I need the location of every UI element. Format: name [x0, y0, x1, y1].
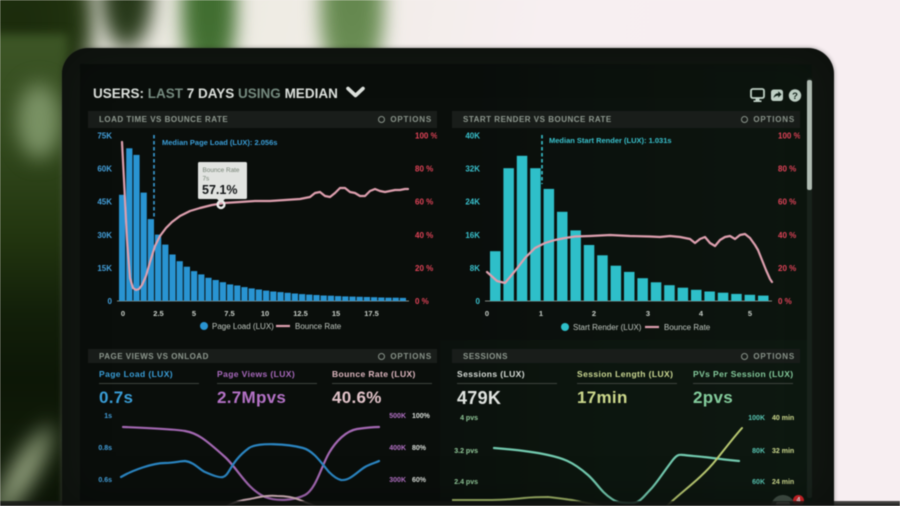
svg-text:24K: 24K	[465, 198, 480, 207]
svg-text:2.5: 2.5	[153, 309, 163, 318]
svg-text:0 %: 0 %	[415, 297, 429, 306]
svg-text:80K: 80K	[752, 448, 765, 455]
svg-text:Bounce Rate: Bounce Rate	[295, 322, 342, 331]
svg-text:40 %: 40 %	[415, 231, 433, 240]
svg-text:5: 5	[192, 309, 196, 318]
svg-text:0: 0	[476, 297, 481, 306]
svg-text:300K: 300K	[389, 477, 406, 484]
svg-text:60K: 60K	[752, 479, 765, 486]
svg-text:30K: 30K	[97, 231, 112, 240]
svg-text:60 %: 60 %	[778, 198, 796, 207]
svg-text:57.1%: 57.1%	[202, 183, 237, 197]
svg-text:5: 5	[748, 309, 752, 318]
svg-text:24 min: 24 min	[772, 479, 794, 486]
svg-text:8K: 8K	[470, 264, 480, 273]
svg-text:80%: 80%	[412, 445, 427, 452]
svg-text:100%: 100%	[412, 413, 431, 420]
svg-text:40K: 40K	[465, 132, 480, 141]
svg-text:4 pvs: 4 pvs	[460, 415, 478, 422]
svg-text:80 %: 80 %	[415, 165, 433, 174]
svg-text:Median Start Render (LUX): 1.0: Median Start Render (LUX): 1.031s	[549, 136, 672, 145]
svg-text:12.5: 12.5	[293, 309, 308, 318]
svg-text:40 min: 40 min	[772, 415, 794, 422]
svg-text:Median Page Load (LUX): 2.056s: Median Page Load (LUX): 2.056s	[162, 138, 277, 147]
svg-text:32K: 32K	[465, 165, 480, 174]
svg-text:Page Load (LUX): Page Load (LUX)	[212, 322, 274, 331]
svg-text:4: 4	[699, 309, 704, 318]
svg-text:0.6s: 0.6s	[98, 477, 112, 484]
svg-text:3.2 pvs: 3.2 pvs	[454, 448, 478, 455]
svg-text:0: 0	[485, 309, 489, 318]
svg-text:7s: 7s	[203, 176, 210, 183]
svg-text:20 %: 20 %	[415, 264, 433, 273]
svg-text:0: 0	[108, 297, 113, 306]
svg-text:60%: 60%	[412, 477, 427, 484]
svg-text:80 %: 80 %	[778, 165, 796, 174]
svg-text:?: ?	[792, 91, 798, 102]
svg-text:75K: 75K	[97, 132, 112, 141]
svg-text:3: 3	[646, 309, 650, 318]
svg-text:100 %: 100 %	[415, 132, 437, 141]
svg-text:10: 10	[261, 309, 269, 318]
svg-text:100K: 100K	[748, 415, 765, 422]
svg-text:40 %: 40 %	[778, 231, 796, 240]
svg-text:15K: 15K	[97, 264, 112, 273]
svg-text:60 %: 60 %	[415, 198, 433, 207]
svg-text:Bounce Rate: Bounce Rate	[664, 323, 711, 332]
svg-text:Bounce Rate: Bounce Rate	[203, 167, 240, 174]
svg-text:1: 1	[539, 309, 543, 318]
svg-text:17.5: 17.5	[364, 309, 379, 318]
svg-text:45K: 45K	[97, 198, 112, 207]
svg-text:Start Render (LUX): Start Render (LUX)	[573, 323, 642, 332]
svg-text:0: 0	[121, 309, 125, 318]
svg-text:100 %: 100 %	[778, 132, 800, 141]
svg-text:400K: 400K	[389, 445, 406, 452]
svg-text:16K: 16K	[465, 231, 480, 240]
svg-text:1s: 1s	[104, 413, 112, 420]
svg-text:20 %: 20 %	[778, 264, 796, 273]
svg-text:7.5: 7.5	[224, 309, 234, 318]
svg-text:500K: 500K	[389, 413, 406, 420]
svg-text:2: 2	[592, 309, 596, 318]
svg-text:60K: 60K	[97, 165, 112, 174]
svg-text:32 min: 32 min	[772, 448, 794, 455]
svg-text:0 %: 0 %	[778, 297, 792, 306]
svg-text:0.8s: 0.8s	[98, 445, 112, 452]
svg-text:15: 15	[332, 309, 340, 318]
svg-text:2.4 pvs: 2.4 pvs	[454, 479, 478, 486]
